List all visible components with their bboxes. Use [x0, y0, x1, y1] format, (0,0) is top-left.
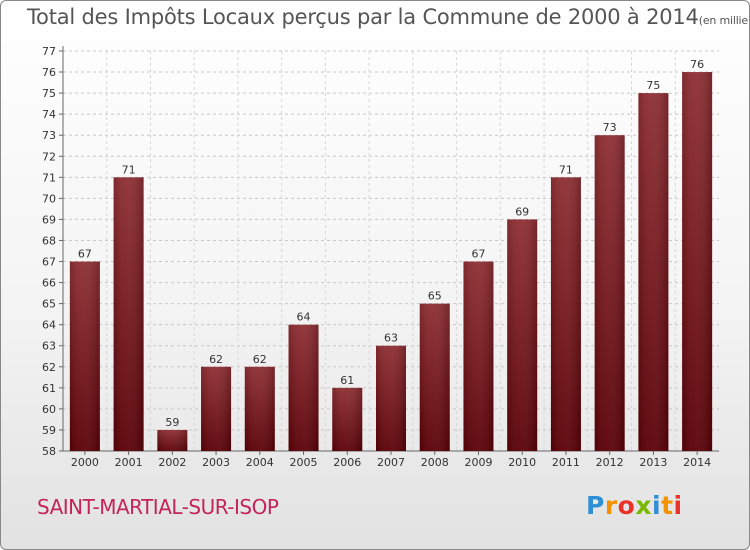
axes: 58 59 60 61 62 63 64 65 66 67 68 69 70 71 72 73 74 75 76 77… — [42, 45, 719, 469]
y-tick-label: 74 — [42, 108, 56, 121]
y-tick-label: 62 — [42, 361, 56, 374]
bar-shading-2011 — [550, 177, 581, 451]
bar-shading-2009 — [463, 261, 494, 451]
y-tick-label: 58 — [42, 445, 56, 458]
y-tick-label: 64 — [42, 319, 56, 332]
data-label-2002: 59 — [165, 416, 179, 429]
bar-shading-2012 — [594, 135, 625, 452]
x-tick-label: 2010 — [508, 456, 536, 469]
data-label-2010: 69 — [515, 205, 529, 218]
x-tick-label: 2006 — [333, 456, 361, 469]
bar-shading-2008 — [419, 303, 450, 451]
x-tick-label: 2012 — [596, 456, 624, 469]
data-label-2007: 63 — [384, 332, 398, 345]
chart-title-text: Total des Impôts Locaux perçus par la Co… — [27, 5, 699, 29]
y-tick-label: 59 — [42, 424, 56, 437]
logo-letter: o — [617, 491, 636, 520]
x-tick-label: 2001 — [115, 456, 143, 469]
logo-letter: t — [661, 491, 674, 520]
y-tick-label: 65 — [42, 298, 56, 311]
y-tick-label: 72 — [42, 150, 56, 163]
y-tick-label: 73 — [42, 129, 56, 142]
x-tick-label: 2013 — [639, 456, 667, 469]
y-tick-label: 70 — [42, 192, 56, 205]
bar-shading-2004 — [244, 366, 275, 451]
data-label-2012: 73 — [603, 121, 617, 134]
x-tick-label: 2005 — [290, 456, 318, 469]
bars — [69, 72, 713, 452]
logo-letter: i — [652, 491, 662, 520]
data-label-2014: 76 — [690, 58, 704, 71]
bar-shading-2005 — [288, 324, 319, 451]
x-tick-label: 2004 — [246, 456, 274, 469]
data-label-2013: 75 — [646, 79, 660, 92]
proxiti-logo: Proxiti — [586, 491, 683, 520]
x-tick-label: 2000 — [71, 456, 99, 469]
y-tick-label: 68 — [42, 234, 56, 247]
commune-name: SAINT-MARTIAL-SUR-ISOP — [37, 495, 279, 519]
data-label-2008: 65 — [428, 290, 442, 303]
chart-title: Total des Impôts Locaux perçus par la Co… — [27, 5, 749, 29]
x-tick-label: 2007 — [377, 456, 405, 469]
x-tick-label: 2014 — [683, 456, 711, 469]
bar-shading-2010 — [507, 219, 538, 451]
y-tick-label: 71 — [42, 171, 56, 184]
data-label-2005: 64 — [297, 311, 311, 324]
x-tick-label: 2009 — [464, 456, 492, 469]
y-tick-label: 63 — [42, 340, 56, 353]
y-tick-label: 66 — [42, 277, 56, 290]
logo-letter: x — [635, 491, 652, 520]
data-label-2003: 62 — [209, 353, 223, 366]
logo-letter: i — [673, 491, 683, 520]
bar-shading-2006 — [332, 387, 363, 451]
data-labels: 67 71 59 62 62 64 61 63 65 67 69 71 73 75 76 — [78, 58, 704, 429]
y-tick-label: 76 — [42, 66, 56, 79]
chart-subtitle: (en milliers d'€) — [698, 14, 749, 27]
data-label-2004: 62 — [253, 353, 267, 366]
bar-shading-2000 — [69, 261, 100, 451]
x-tick-label: 2003 — [202, 456, 230, 469]
bar-shading-2002 — [157, 429, 188, 451]
data-label-2006: 61 — [340, 374, 354, 387]
logo-letter: r — [604, 491, 618, 520]
bar-shading-2013 — [638, 93, 669, 452]
data-label-2000: 67 — [78, 248, 92, 261]
data-label-2011: 71 — [559, 163, 573, 176]
x-tick-label: 2008 — [421, 456, 449, 469]
y-tick-label: 67 — [42, 256, 56, 269]
y-tick-label: 60 — [42, 403, 56, 416]
x-tick-label: 2002 — [158, 456, 186, 469]
y-tick-label: 61 — [42, 382, 56, 395]
bar-shading-2001 — [113, 177, 144, 451]
y-tick-label: 77 — [42, 45, 56, 58]
logo-letter: P — [586, 491, 605, 520]
y-tick-label: 75 — [42, 87, 56, 100]
data-label-2009: 67 — [471, 248, 485, 261]
y-tick-label: 69 — [42, 213, 56, 226]
bar-shading-2003 — [201, 366, 232, 451]
data-label-2001: 71 — [122, 163, 136, 176]
bar-shading-2007 — [376, 345, 406, 451]
bar-shading-2014 — [682, 72, 713, 451]
x-tick-label: 2011 — [552, 456, 580, 469]
